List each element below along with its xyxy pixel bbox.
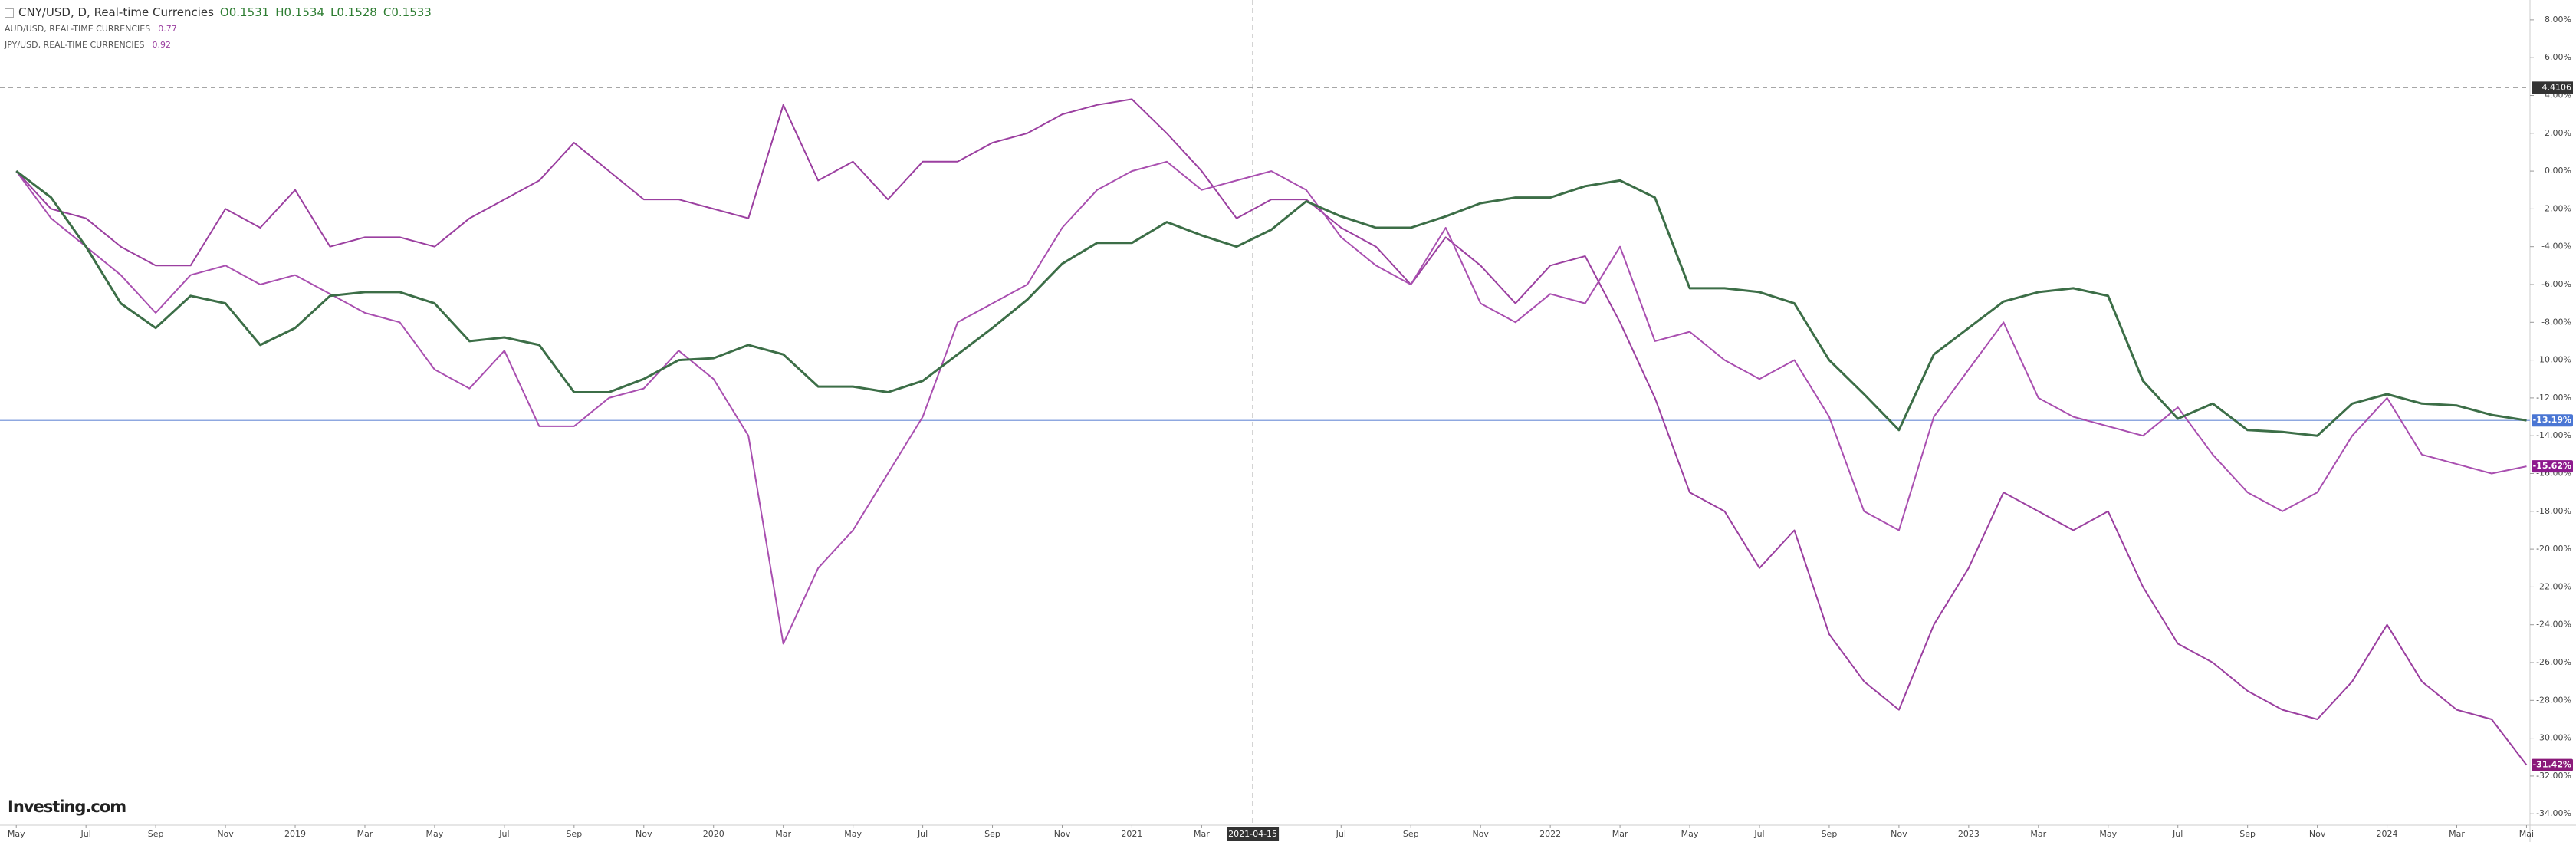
last-value-box (2532, 414, 2573, 427)
ohlc-value: 0.1533 (391, 5, 432, 19)
x-tick-label: Mar (1194, 829, 1210, 839)
ohlc-label: O (219, 5, 229, 19)
x-tick-label: Sep (148, 829, 164, 839)
x-tick-label: Mar (357, 829, 373, 839)
y-tick-label: -32.00% (2536, 771, 2571, 781)
x-tick-label: Mar (2030, 829, 2046, 839)
ohlc-item: H0.1534 (275, 5, 324, 19)
y-tick-label: -18.00% (2536, 506, 2571, 516)
x-tick-label: Mar (775, 829, 791, 839)
x-tick-label: 2023 (1958, 829, 1980, 839)
crosshair-y-label: 4.4106 (2542, 82, 2572, 92)
x-tick-label: Jul (1753, 829, 1764, 839)
x-tick-label: Nov (1891, 829, 1907, 839)
crosshair-x-label: 2021-04-15 (1228, 829, 1277, 839)
series-price: 0.77 (158, 24, 177, 34)
ohlc-value: 0.1528 (337, 5, 377, 19)
legend: CNY/USD, D, Real-time Currencies O0.1531 H… (5, 5, 432, 53)
y-tick-label: -14.00% (2536, 430, 2571, 440)
y-tick-label: -26.00% (2536, 657, 2571, 667)
x-tick-label: Nov (1054, 829, 1071, 839)
x-tick-label: Sep (2239, 829, 2256, 839)
x-tick-label: May (1681, 829, 1699, 839)
y-tick-label: 8.00% (2545, 15, 2571, 25)
y-tick-label: -6.00% (2542, 279, 2571, 289)
series-header: JPY/USD, REAL-TIME CURRENCIES 0.92 (5, 37, 432, 53)
x-tick-label: Nov (1472, 829, 1489, 839)
ohlc-value: 0.1534 (284, 5, 325, 19)
last-value-box (2532, 460, 2573, 473)
ohlc-label: L (330, 5, 337, 19)
x-tick-label: 2024 (2377, 829, 2398, 839)
last-value-label: -31.42% (2533, 760, 2571, 770)
x-tick-label: Mar (1612, 829, 1628, 839)
x-tick-label: May (8, 829, 25, 839)
y-tick-label: 2.00% (2545, 128, 2571, 138)
last-value-label: -13.19% (2533, 415, 2571, 425)
x-tick-label: Nov (636, 829, 652, 839)
x-tick-label: May (426, 829, 444, 839)
y-tick-label: -10.00% (2536, 355, 2571, 365)
x-tick-label: Jul (498, 829, 509, 839)
x-tick-label: 2020 (703, 829, 724, 839)
x-tick-label: May (2099, 829, 2117, 839)
ohlc: O0.1531 H0.1534 L0.1528 C0.1533 (214, 5, 432, 19)
y-tick-label: -8.00% (2542, 317, 2571, 327)
crosshair-y-box (2532, 81, 2573, 94)
series-name: JPY/USD, REAL-TIME CURRENCIES (5, 40, 145, 50)
ohlc-item: C0.1533 (383, 5, 432, 19)
logo: Investing.com (8, 798, 127, 816)
ohlc-label: H (275, 5, 284, 19)
x-tick-label: Sep (566, 829, 582, 839)
ohlc-item: O0.1531 (220, 5, 269, 19)
ohlc-item: L0.1528 (330, 5, 377, 19)
ohlc-label: C (383, 5, 392, 19)
x-tick-label: 2021 (1121, 829, 1142, 839)
y-tick-label: -28.00% (2536, 695, 2571, 705)
series-line (15, 98, 2528, 766)
x-tick-label: Jul (1336, 829, 1346, 839)
x-tick-label: 2019 (284, 829, 306, 839)
series-header: AUD/USD, REAL-TIME CURRENCIES 0.77 (5, 21, 432, 37)
y-tick-label: -30.00% (2536, 733, 2571, 743)
x-tick-label: Sep (984, 829, 1001, 839)
last-value-label: -15.62% (2533, 461, 2571, 471)
crosshair-x-box (1227, 827, 1280, 841)
x-tick-label: Mar (2449, 829, 2465, 839)
x-tick-label: Sep (1822, 829, 1838, 839)
x-tick-label: Jul (917, 829, 928, 839)
series-price: 0.92 (152, 40, 172, 50)
series-line (15, 160, 2527, 645)
y-tick-label: -20.00% (2536, 544, 2571, 554)
x-tick-label: Nov (2309, 829, 2326, 839)
series-line (15, 169, 2527, 437)
y-tick-label: 6.00% (2545, 52, 2571, 62)
y-tick-label: -22.00% (2536, 581, 2571, 591)
y-tick-label: -2.00% (2542, 203, 2571, 213)
y-tick-label: -34.00% (2536, 808, 2571, 818)
y-tick-label: -12.00% (2536, 393, 2571, 403)
x-tick-label: Nov (217, 829, 234, 839)
last-value-box (2532, 758, 2573, 771)
x-tick-label: Jul (80, 829, 91, 839)
x-tick-label: 2022 (1539, 829, 1561, 839)
x-tick-label: May (844, 829, 862, 839)
x-tick-label: Mai (2519, 829, 2534, 839)
ohlc-value: 0.1531 (228, 5, 270, 19)
y-tick-label: -4.00% (2542, 242, 2571, 252)
series-name: AUD/USD, REAL-TIME CURRENCIES (5, 24, 151, 34)
toggle[interactable] (5, 8, 14, 18)
x-tick-label: Sep (1403, 829, 1419, 839)
series-name: CNY/USD, D, Real-time Currencies (18, 5, 214, 19)
y-tick-label: -24.00% (2536, 620, 2571, 630)
x-tick-label: Jul (2172, 829, 2183, 839)
y-tick-label: 0.00% (2545, 166, 2571, 176)
main-series-header: CNY/USD, D, Real-time Currencies O0.1531 H… (5, 5, 432, 21)
